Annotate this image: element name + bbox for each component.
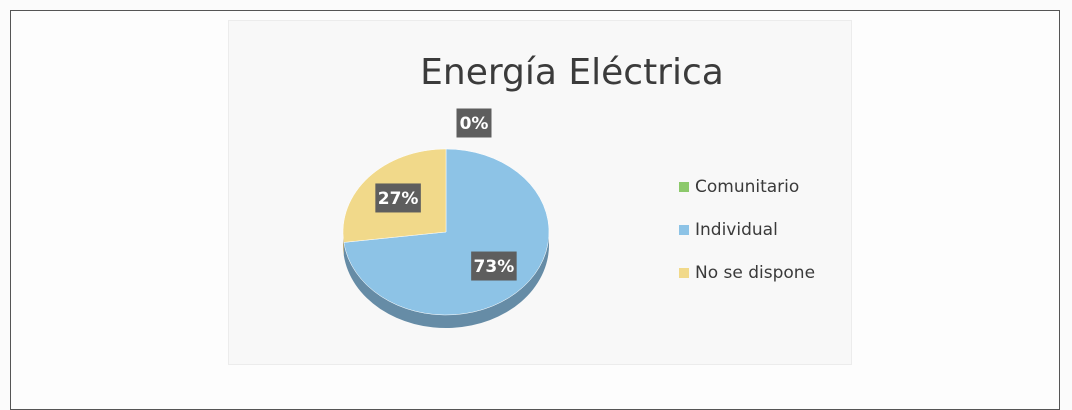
pie-chart: Energía Eléctrica 0% 73% 27% Comunitario In… [342, 52, 815, 329]
data-label-box [471, 251, 517, 281]
legend-swatch [679, 225, 689, 235]
data-label-box [375, 183, 421, 213]
chart-title: Energía Eléctrica [420, 52, 724, 93]
data-labels: 0% 73% 27% [375, 108, 517, 281]
pie-group [342, 148, 550, 329]
legend-swatch [679, 182, 689, 192]
data-label: 0% [460, 114, 489, 134]
data-label: 73% [474, 257, 515, 277]
legend-label: Individual [695, 220, 778, 240]
legend-swatch [679, 268, 689, 278]
legend-label: Comunitario [695, 177, 799, 197]
data-label: 27% [378, 189, 419, 209]
chart-panel [228, 20, 852, 365]
scanned-page: Energía Eléctrica 0% 73% 27% Comunitario In… [10, 10, 1060, 410]
legend: Comunitario Individual No se dispone [679, 177, 815, 283]
data-label-box [456, 108, 492, 138]
legend-label: No se dispone [695, 263, 815, 283]
